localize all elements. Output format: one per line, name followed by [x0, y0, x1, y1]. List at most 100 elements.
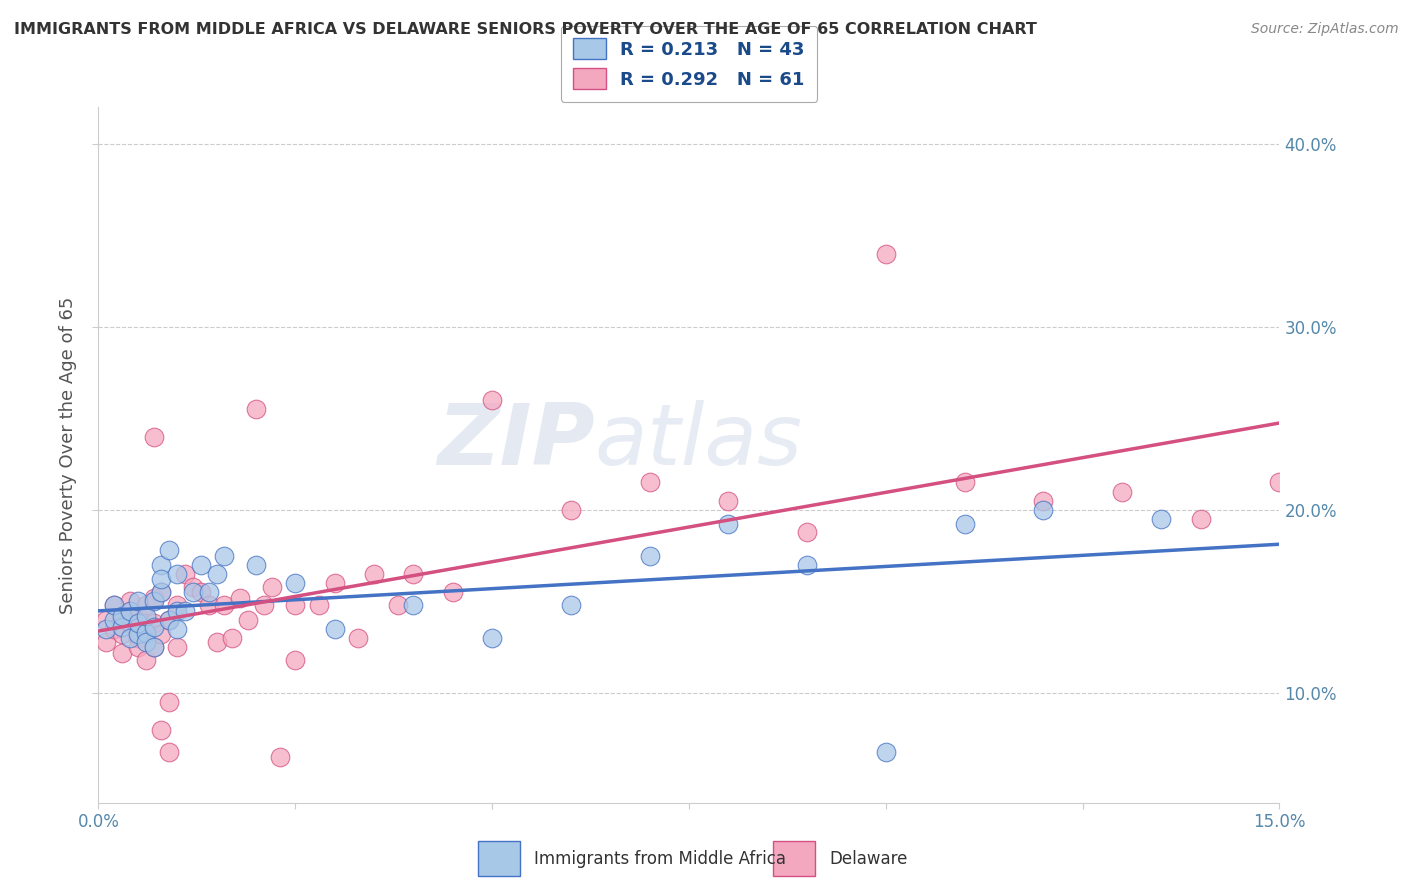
Text: Delaware: Delaware: [830, 849, 908, 868]
Point: [111, 609, 134, 624]
Text: atlas: atlas: [595, 400, 803, 483]
Point: [181, 580, 204, 594]
Point: [953, 475, 976, 490]
Point: [135, 622, 157, 636]
Point: [174, 603, 197, 617]
Point: [118, 594, 141, 608]
Point: [190, 585, 212, 599]
Point: [284, 653, 307, 667]
Point: [174, 566, 197, 581]
FancyBboxPatch shape: [773, 841, 815, 876]
Point: [181, 585, 204, 599]
Point: [197, 598, 219, 612]
Point: [103, 622, 125, 636]
Point: [363, 566, 385, 581]
Point: [214, 598, 236, 612]
Point: [150, 558, 173, 572]
Point: [190, 558, 212, 572]
Point: [717, 493, 740, 508]
Point: [135, 653, 157, 667]
Point: [402, 598, 425, 612]
Point: [127, 616, 149, 631]
Point: [284, 576, 307, 591]
Point: [157, 745, 180, 759]
Point: [142, 594, 165, 608]
Point: [214, 549, 236, 563]
Point: [245, 558, 267, 572]
Point: [142, 640, 165, 655]
Point: [166, 566, 188, 581]
Point: [127, 627, 149, 641]
Point: [142, 620, 165, 634]
Point: [142, 616, 165, 631]
Point: [796, 524, 818, 539]
Point: [150, 627, 173, 641]
Point: [127, 594, 149, 608]
Point: [135, 625, 157, 640]
Point: [96, 622, 118, 636]
Point: [260, 580, 283, 594]
Point: [875, 745, 897, 759]
Point: [229, 591, 252, 605]
Point: [953, 517, 976, 532]
Point: [638, 475, 661, 490]
Point: [323, 576, 346, 591]
Point: [157, 695, 180, 709]
Point: [150, 723, 173, 737]
Point: [441, 585, 464, 599]
Point: [560, 598, 582, 612]
Point: [1268, 475, 1291, 490]
Point: [638, 549, 661, 563]
Point: [796, 558, 818, 572]
Point: [135, 609, 157, 624]
Point: [717, 517, 740, 532]
Point: [387, 598, 409, 612]
Point: [127, 609, 149, 624]
Point: [166, 640, 188, 655]
Point: [269, 750, 291, 764]
Point: [245, 402, 267, 417]
Point: [221, 631, 243, 645]
Point: [150, 573, 173, 587]
Point: [135, 598, 157, 612]
Point: [111, 620, 134, 634]
Point: [118, 616, 141, 631]
Point: [166, 622, 188, 636]
Point: [157, 613, 180, 627]
Point: [236, 613, 259, 627]
Point: [166, 598, 188, 612]
Point: [197, 585, 219, 599]
Point: [1032, 493, 1054, 508]
Point: [96, 613, 118, 627]
Point: [111, 627, 134, 641]
Point: [118, 631, 141, 645]
Point: [875, 246, 897, 260]
Point: [142, 591, 165, 605]
Point: [481, 631, 503, 645]
Point: [142, 429, 165, 443]
Point: [135, 634, 157, 648]
Point: [347, 631, 370, 645]
Y-axis label: Seniors Poverty Over the Age of 65: Seniors Poverty Over the Age of 65: [59, 296, 77, 614]
Point: [118, 603, 141, 617]
Point: [157, 543, 180, 558]
Point: [111, 646, 134, 660]
Point: [402, 566, 425, 581]
Point: [205, 634, 228, 648]
Text: Immigrants from Middle Africa: Immigrants from Middle Africa: [534, 849, 786, 868]
Point: [1189, 512, 1212, 526]
Point: [103, 598, 125, 612]
Point: [1032, 503, 1054, 517]
Point: [111, 613, 134, 627]
Text: Source: ZipAtlas.com: Source: ZipAtlas.com: [1251, 22, 1399, 37]
Point: [1111, 484, 1133, 499]
Point: [205, 566, 228, 581]
Point: [157, 613, 180, 627]
Point: [118, 603, 141, 617]
Point: [560, 503, 582, 517]
Legend: R = 0.213   N = 43, R = 0.292   N = 61: R = 0.213 N = 43, R = 0.292 N = 61: [561, 26, 817, 102]
Point: [150, 585, 173, 599]
Point: [308, 598, 330, 612]
Point: [253, 598, 276, 612]
Point: [127, 640, 149, 655]
